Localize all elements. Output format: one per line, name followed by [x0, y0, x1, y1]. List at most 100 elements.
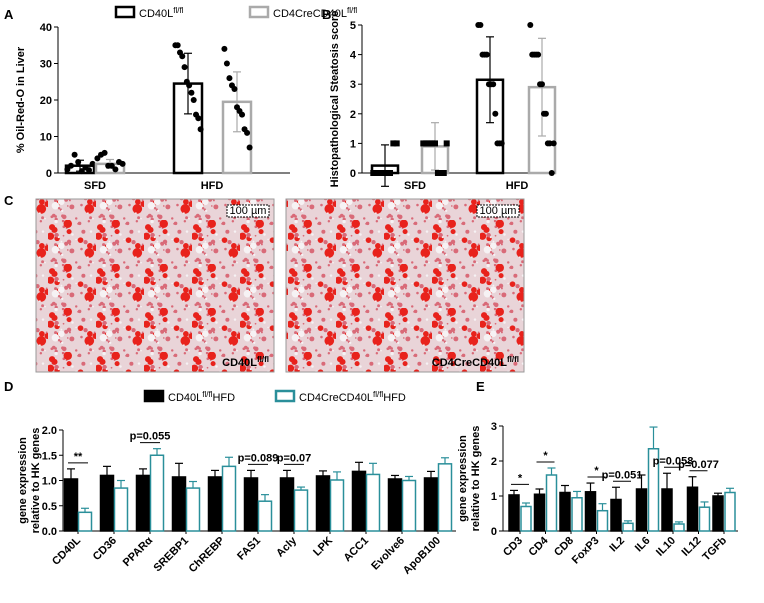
bar	[673, 523, 685, 532]
x-tick-label: ApoB100	[401, 535, 443, 577]
bar	[351, 470, 367, 532]
data-point	[380, 170, 387, 176]
y-axis-label: gene expression	[17, 437, 29, 524]
y-axis-label: % Oil-Red-O in Liver	[15, 46, 27, 153]
y-tick-label: 30	[40, 59, 52, 71]
x-tick-label: FAS1	[235, 535, 263, 563]
legend-swatch	[114, 5, 136, 19]
y-axis-label: gene expression	[457, 435, 469, 522]
x-tick-label: ACC1	[341, 535, 371, 565]
data-point	[179, 53, 186, 60]
image-label: CD40Lfl/fl	[222, 355, 269, 370]
legend-label: CD4CreCD40Lfl/flHFD	[299, 390, 406, 405]
x-tick-label: Acly	[274, 534, 300, 560]
bar	[315, 475, 331, 532]
bar	[172, 82, 204, 175]
data-point	[186, 82, 193, 89]
panel-letter: D	[4, 379, 13, 394]
data-point	[64, 166, 71, 173]
image-label: CD4CreCD40Lfl/fl	[432, 355, 519, 370]
x-tick-label: HFD	[201, 180, 224, 192]
legend-label: CD40Lfl/fl	[139, 6, 184, 21]
data-point	[195, 115, 202, 122]
data-point	[370, 170, 377, 176]
error-bar	[211, 469, 219, 477]
error-bar	[510, 489, 518, 495]
data-point	[226, 75, 233, 82]
bar	[520, 505, 532, 532]
legend-label-part: fl/fl	[173, 6, 183, 15]
scale-box	[476, 204, 520, 218]
error-bar	[391, 474, 399, 479]
error-bar	[67, 468, 75, 479]
error-bar	[175, 462, 183, 477]
micrograph	[285, 198, 525, 373]
legend-label-part: fl/fl	[347, 6, 357, 15]
bar	[635, 488, 648, 532]
legend-swatch	[274, 389, 296, 403]
image-label-part: CD4CreCD40L	[432, 357, 507, 369]
error-bar	[247, 469, 255, 478]
significance-label: p=0.089	[238, 452, 279, 464]
significance-label: *	[518, 472, 523, 484]
error-bar	[573, 490, 581, 498]
image-label-part: fl/fl	[507, 355, 519, 364]
y-tick-label: 0.0	[42, 526, 57, 538]
error-bar	[663, 472, 671, 489]
bar	[584, 491, 597, 532]
error-bar	[486, 36, 494, 124]
error-bar	[405, 475, 413, 481]
data-point	[477, 22, 484, 28]
error-bar	[547, 467, 556, 475]
legend-label: CD4CreCD40Lfl/fl	[273, 6, 357, 21]
error-bar	[561, 484, 569, 493]
data-point	[239, 111, 246, 118]
x-tick-label: CD40L	[50, 534, 83, 567]
bar	[171, 476, 187, 532]
data-point	[390, 140, 397, 147]
x-tick-label: CD4	[527, 534, 552, 559]
significance-label: p=0.051	[602, 469, 643, 481]
bar	[698, 506, 711, 532]
scale-label: 100 µm	[230, 205, 267, 217]
bar	[257, 500, 273, 532]
panel-letter: E	[476, 379, 485, 394]
data-point	[376, 170, 383, 176]
legend-label: CD40Lfl/flHFD	[168, 390, 235, 405]
data-point	[75, 159, 82, 166]
y-axis-label: relative to HK genes	[470, 426, 482, 532]
significance-label: *	[543, 450, 548, 462]
data-point	[539, 81, 545, 88]
x-tick-label: CD3	[501, 535, 525, 559]
bar	[207, 476, 223, 532]
bar	[508, 494, 520, 532]
data-point	[174, 42, 181, 49]
data-point	[498, 140, 505, 147]
error-bar	[355, 461, 363, 472]
bar	[185, 487, 201, 532]
data-point	[244, 129, 251, 136]
x-tick-label: PPARα	[121, 534, 155, 568]
bar	[596, 509, 609, 532]
bar	[661, 488, 673, 532]
bar	[99, 474, 115, 532]
legend-label-part: CD40L	[168, 392, 202, 404]
x-tick-label: TGFb	[700, 534, 729, 563]
scale-label: 100 µm	[480, 205, 517, 217]
x-tick-label: FoxP3	[570, 535, 602, 567]
error-bar	[700, 501, 709, 508]
y-tick-label: 0.5	[42, 501, 57, 513]
data-point	[89, 160, 96, 167]
data-point	[527, 22, 534, 28]
data-point	[101, 149, 108, 156]
data-point	[440, 170, 447, 176]
significance-label: **	[74, 451, 83, 463]
bar	[329, 479, 345, 532]
y-tick-label: 4	[350, 50, 357, 62]
bar	[559, 491, 571, 532]
bar	[610, 498, 622, 532]
bar	[423, 477, 439, 532]
bar	[77, 511, 93, 532]
error-bar	[522, 502, 530, 507]
panel-letter: A	[4, 7, 14, 22]
